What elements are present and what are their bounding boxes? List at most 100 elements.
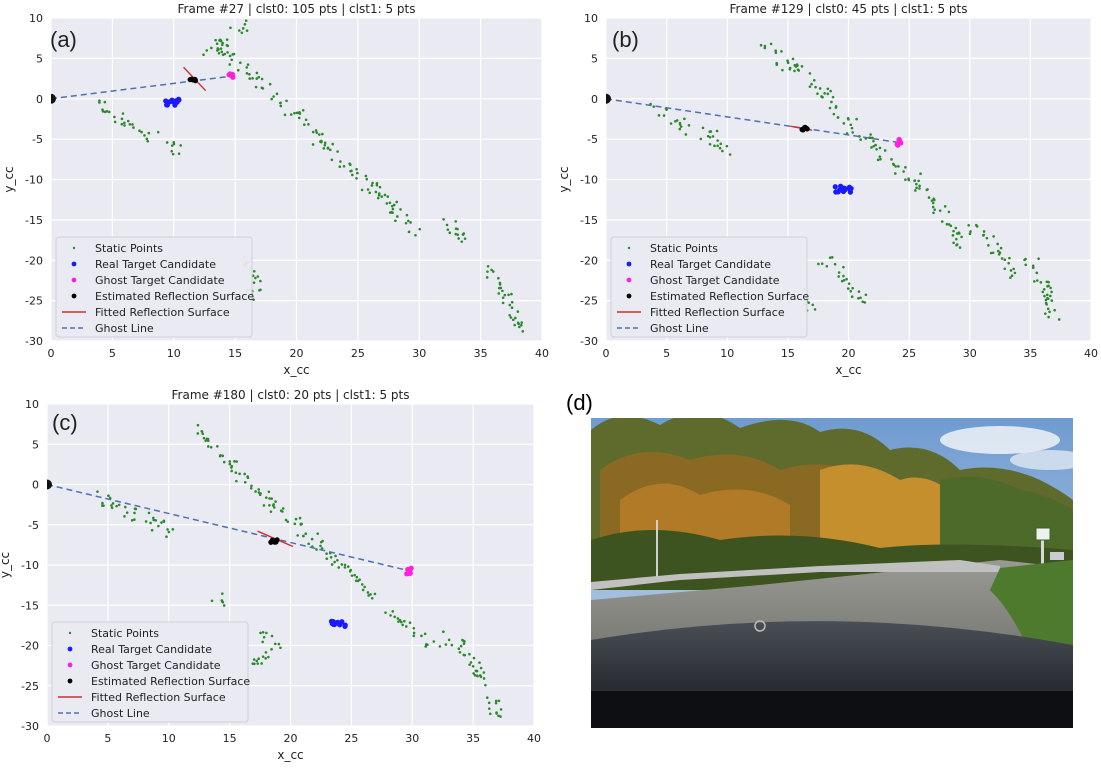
static-point (943, 205, 947, 208)
static-point (1046, 297, 1050, 301)
x-tick-label: 5 (104, 732, 111, 745)
static-point (307, 123, 310, 126)
legend: Static Points Real Target Candidate Ghost … (51, 621, 250, 723)
static-point (240, 31, 244, 35)
static-point (423, 632, 427, 636)
static-point (996, 242, 999, 246)
static-point (165, 141, 169, 144)
static-point (1008, 256, 1011, 260)
y-tick-label: 10 (25, 398, 39, 411)
static-point (915, 186, 918, 190)
static-point (442, 218, 445, 221)
static-point (349, 568, 353, 572)
static-point (1045, 293, 1049, 297)
static-point (818, 87, 822, 90)
static-point (412, 631, 416, 635)
y-tick-label: -20 (21, 640, 39, 653)
static-point (243, 480, 247, 484)
static-point (855, 117, 858, 121)
x-tick-label: 40 (535, 347, 549, 360)
static-point (400, 620, 403, 624)
static-point (786, 61, 790, 65)
static-point (230, 58, 234, 62)
static-point (221, 41, 224, 45)
static-point (1057, 318, 1061, 321)
y-tick-label: -10 (25, 174, 43, 187)
static-point (775, 63, 779, 67)
static-point (510, 306, 514, 309)
static-point (333, 560, 336, 564)
legend-marker (627, 246, 631, 250)
sensor-origin (51, 93, 56, 104)
legend: Static Points Real Target Candidate Ghost … (610, 236, 809, 338)
static-point (932, 197, 935, 201)
static-point (279, 509, 283, 513)
static-point (728, 153, 732, 156)
static-point (657, 114, 661, 117)
static-point (1003, 258, 1007, 261)
static-point (969, 230, 972, 233)
static-point (255, 71, 259, 75)
static-point (501, 296, 505, 299)
static-point (258, 288, 261, 292)
static-point (503, 293, 507, 297)
static-point (1050, 290, 1053, 294)
static-point (1024, 263, 1028, 267)
plot-marks (47, 423, 503, 718)
static-point (715, 129, 719, 133)
static-point (482, 671, 486, 674)
static-point (202, 53, 205, 57)
static-point (267, 490, 271, 494)
x-tick-label: 15 (228, 347, 242, 360)
legend-marker (626, 293, 632, 299)
x-tick-label: 30 (963, 347, 977, 360)
static-point (774, 51, 778, 55)
static-point (330, 158, 334, 162)
static-point (444, 643, 448, 646)
static-point (774, 49, 777, 52)
static-point (869, 136, 872, 140)
static-point (228, 462, 232, 466)
static-point (826, 87, 830, 91)
static-point (257, 488, 261, 491)
static-point (932, 211, 935, 215)
static-point (113, 115, 116, 119)
static-point (662, 114, 666, 117)
static-point (520, 323, 523, 327)
static-point (788, 67, 792, 71)
sensor-origin (606, 93, 611, 104)
static-point (952, 241, 955, 245)
static-point (665, 108, 668, 111)
static-point (229, 26, 232, 30)
static-point (708, 135, 712, 139)
static-point (133, 507, 137, 510)
static-point (454, 220, 458, 223)
static-point (167, 530, 171, 534)
static-point (487, 701, 491, 705)
plot-marks (606, 42, 1061, 321)
static-point (992, 235, 995, 238)
static-point (323, 141, 327, 145)
static-point (321, 539, 324, 543)
static-point (904, 166, 907, 169)
x-tick-label: 15 (223, 732, 237, 745)
static-point (832, 112, 836, 116)
x-tick-label: 5 (109, 347, 116, 360)
static-point (1044, 312, 1047, 315)
y-tick-label: 5 (591, 52, 598, 65)
static-point (391, 207, 395, 211)
static-point (225, 38, 229, 41)
static-point (105, 110, 109, 113)
static-point (252, 298, 255, 301)
static-point (494, 699, 498, 703)
static-point (375, 183, 379, 187)
static-point (711, 135, 715, 138)
static-point (409, 221, 412, 224)
y-tick-label: -20 (580, 254, 598, 267)
static-point (828, 106, 832, 110)
static-point (322, 147, 326, 150)
x-tick-label: 5 (663, 347, 670, 360)
static-point (462, 232, 466, 235)
static-point (876, 158, 880, 162)
